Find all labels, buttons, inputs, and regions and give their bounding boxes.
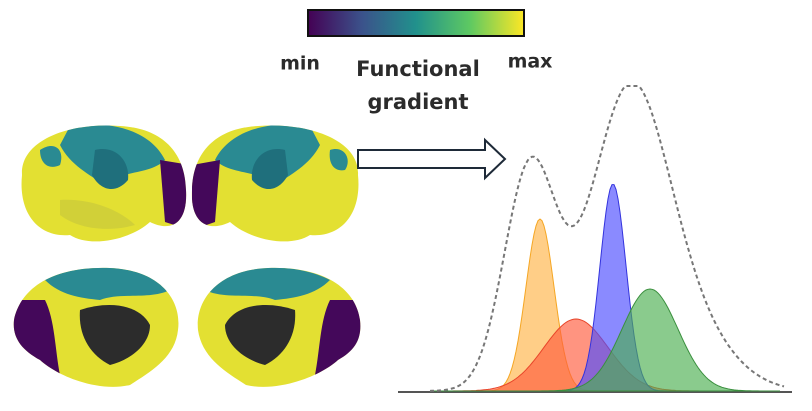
brain-lateral-right <box>191 125 359 242</box>
density-envelope <box>429 85 785 392</box>
density-curves <box>429 85 785 392</box>
colorbar <box>307 9 525 37</box>
density-component <box>430 184 780 392</box>
density-component <box>430 288 780 392</box>
colorbar-max-label: max <box>508 51 553 73</box>
arrow <box>357 137 507 181</box>
colorbar-title: gradient <box>367 90 468 114</box>
brain-lateral-left <box>21 125 187 242</box>
colorbar-title: Functional <box>356 57 480 81</box>
brain-medial-left <box>13 267 179 387</box>
brain-medial-right <box>197 267 361 387</box>
colorbar-min-label: min <box>280 53 320 75</box>
